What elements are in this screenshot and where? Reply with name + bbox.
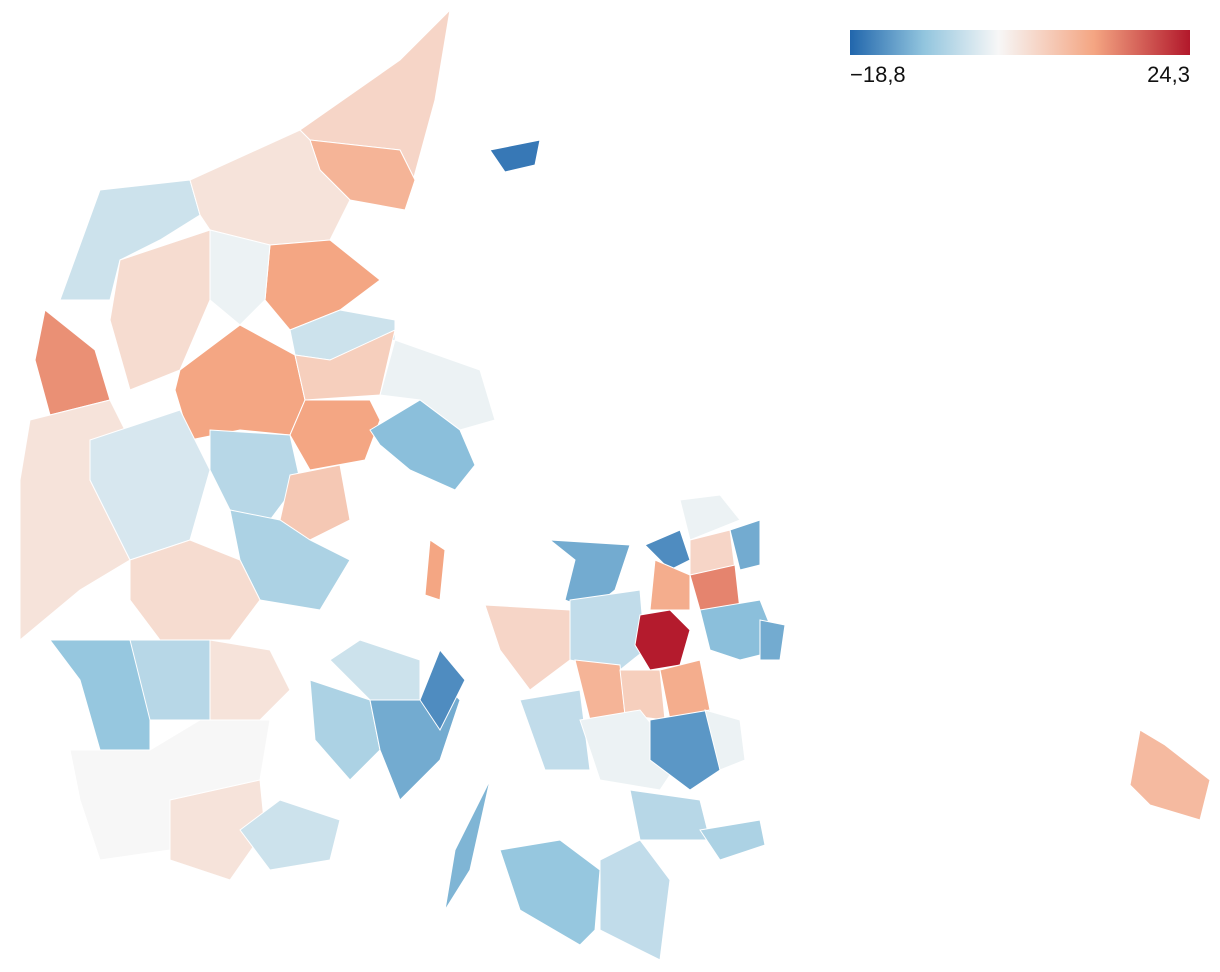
region — [484, 604, 571, 691]
region — [599, 839, 671, 961]
region — [169, 779, 266, 881]
region — [1129, 729, 1211, 821]
region — [424, 539, 446, 601]
region — [699, 819, 766, 861]
region — [129, 539, 261, 641]
region — [209, 639, 291, 721]
region — [174, 324, 306, 441]
legend-min-label: −18,8 — [850, 62, 906, 87]
regions — [19, 8, 1211, 961]
region — [419, 649, 466, 731]
region — [649, 559, 691, 611]
region — [34, 309, 111, 416]
region — [489, 139, 541, 173]
region — [444, 779, 491, 911]
region — [59, 179, 201, 301]
region — [329, 639, 421, 701]
region — [644, 529, 691, 571]
region — [649, 709, 721, 791]
region — [679, 494, 741, 541]
region — [294, 329, 396, 401]
region — [209, 229, 271, 326]
region — [499, 839, 601, 946]
region — [369, 399, 476, 491]
region — [729, 519, 761, 571]
region — [634, 609, 691, 671]
region — [759, 619, 786, 661]
region — [569, 589, 646, 671]
region — [279, 464, 351, 541]
region — [289, 399, 381, 471]
region — [309, 679, 381, 781]
region — [239, 799, 341, 871]
region — [629, 789, 711, 841]
legend-max-label: 24,3 — [1147, 62, 1190, 87]
legend-bar — [850, 30, 1190, 55]
region — [519, 689, 591, 771]
region — [704, 709, 746, 771]
region — [189, 129, 351, 246]
